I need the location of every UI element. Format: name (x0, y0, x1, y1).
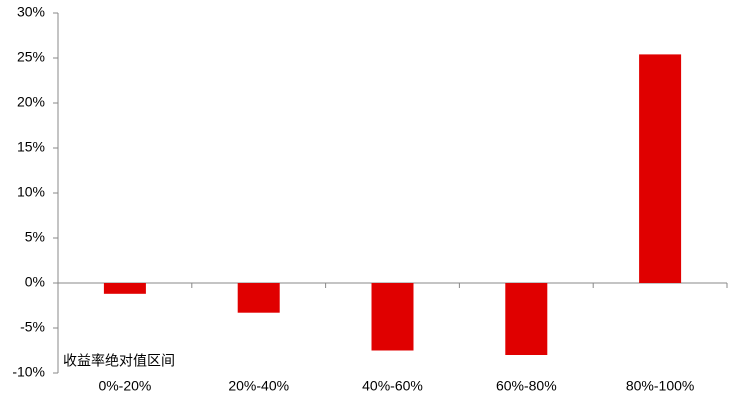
y-tick-label: 25% (17, 49, 45, 65)
bar (639, 54, 682, 284)
bar (505, 283, 548, 355)
y-tick-label: 20% (17, 94, 45, 110)
x-tick-label: 20%-40% (228, 378, 289, 394)
bar (237, 283, 280, 313)
bar (103, 283, 146, 294)
x-tick-label: 80%-100% (626, 378, 695, 394)
y-tick-label: 0% (25, 274, 45, 290)
x-tick-label: 0%-20% (98, 378, 151, 394)
bar (371, 283, 414, 351)
y-tick-label: 30% (17, 4, 45, 20)
y-tick-label: 15% (17, 139, 45, 155)
x-tick-label: 40%-60% (362, 378, 423, 394)
x-axis-title: 收益率绝对值区间 (63, 353, 175, 369)
y-tick-label: -5% (20, 319, 45, 335)
y-tick-label: 10% (17, 184, 45, 200)
y-tick-label: -10% (12, 364, 45, 380)
y-tick-label: 5% (25, 229, 45, 245)
x-tick-label: 60%-80% (496, 378, 557, 394)
